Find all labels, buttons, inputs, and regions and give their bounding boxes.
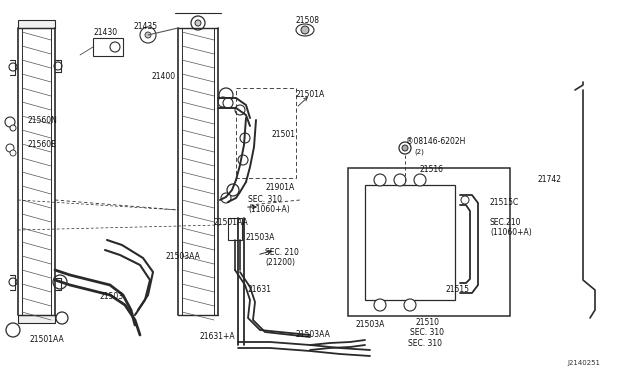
Circle shape xyxy=(191,16,205,30)
Text: (21200): (21200) xyxy=(265,258,295,267)
Text: 21400: 21400 xyxy=(152,72,176,81)
Circle shape xyxy=(223,98,233,108)
Text: 21503AA: 21503AA xyxy=(295,330,330,339)
Circle shape xyxy=(195,20,201,26)
Text: 21515: 21515 xyxy=(445,285,469,294)
Circle shape xyxy=(53,275,67,289)
Text: 21631: 21631 xyxy=(248,285,272,294)
Text: 21516: 21516 xyxy=(420,165,444,174)
Circle shape xyxy=(9,278,17,286)
Circle shape xyxy=(54,280,62,288)
Text: SEC.210: SEC.210 xyxy=(490,218,522,227)
Text: 21501AA: 21501AA xyxy=(213,218,248,227)
Text: J2140251: J2140251 xyxy=(567,360,600,366)
Bar xyxy=(93,38,123,56)
Text: ®08146-6202H: ®08146-6202H xyxy=(406,137,465,146)
Circle shape xyxy=(374,174,386,186)
Text: 21742: 21742 xyxy=(537,175,561,184)
Circle shape xyxy=(10,125,16,131)
Text: 21510: 21510 xyxy=(415,318,439,327)
Text: 21501A: 21501A xyxy=(296,90,325,99)
Text: (2): (2) xyxy=(414,148,424,154)
Circle shape xyxy=(145,32,151,38)
Text: SEC. 310: SEC. 310 xyxy=(408,339,442,348)
Bar xyxy=(18,315,55,323)
Text: 21631+A: 21631+A xyxy=(200,332,236,341)
Text: 21560E: 21560E xyxy=(28,140,57,149)
Bar xyxy=(365,185,455,300)
Circle shape xyxy=(238,155,248,165)
Text: 21501AA: 21501AA xyxy=(30,335,65,344)
Circle shape xyxy=(394,174,406,186)
Text: SEC. 210: SEC. 210 xyxy=(265,248,299,257)
Text: (11060+A): (11060+A) xyxy=(490,228,532,237)
Bar xyxy=(228,218,242,240)
Circle shape xyxy=(240,133,250,143)
Circle shape xyxy=(5,117,15,127)
Circle shape xyxy=(227,184,239,196)
Circle shape xyxy=(402,145,408,151)
Text: 21508: 21508 xyxy=(295,16,319,25)
Text: 21430: 21430 xyxy=(93,28,117,37)
Text: SEC. 310: SEC. 310 xyxy=(248,195,282,204)
Text: 21901A: 21901A xyxy=(266,183,295,192)
Bar xyxy=(18,20,55,28)
Circle shape xyxy=(6,144,14,152)
Circle shape xyxy=(374,299,386,311)
Text: 21560N: 21560N xyxy=(28,116,58,125)
Circle shape xyxy=(56,312,68,324)
Circle shape xyxy=(399,142,411,154)
Text: 21435: 21435 xyxy=(133,22,157,31)
Text: 21503A: 21503A xyxy=(355,320,385,329)
Circle shape xyxy=(9,63,17,71)
Circle shape xyxy=(218,97,228,107)
Text: SEC. 310: SEC. 310 xyxy=(410,328,444,337)
Circle shape xyxy=(235,105,245,115)
Text: (11060+A): (11060+A) xyxy=(248,205,290,214)
Circle shape xyxy=(54,62,62,70)
Circle shape xyxy=(221,193,231,203)
Text: 21503A: 21503A xyxy=(246,233,275,242)
Circle shape xyxy=(219,88,233,102)
Circle shape xyxy=(6,323,20,337)
Circle shape xyxy=(301,26,309,34)
Bar xyxy=(348,168,510,316)
Circle shape xyxy=(414,174,426,186)
Text: 21501: 21501 xyxy=(272,130,296,139)
Circle shape xyxy=(461,196,469,204)
Circle shape xyxy=(10,150,16,156)
Text: 21503AA: 21503AA xyxy=(165,252,200,261)
Circle shape xyxy=(110,42,120,52)
Ellipse shape xyxy=(296,24,314,36)
Text: 21503: 21503 xyxy=(100,292,124,301)
Circle shape xyxy=(140,27,156,43)
Circle shape xyxy=(404,299,416,311)
Text: 21515C: 21515C xyxy=(490,198,519,207)
